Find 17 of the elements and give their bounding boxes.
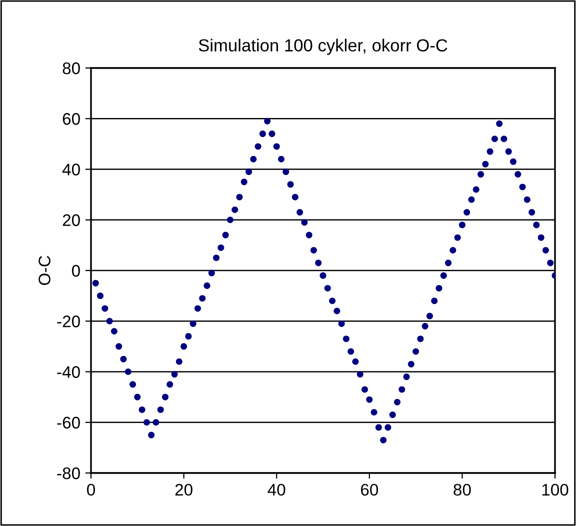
x-tick-label: 40 [268,484,286,496]
x-tick-label: 80 [454,484,471,496]
y-tick-label: 20 [62,214,80,226]
y-tick-label: 40 [62,164,80,176]
y-tick-label: 80 [62,62,80,74]
x-tick-label: 60 [360,484,378,496]
y-tick-label: -40 [57,366,80,378]
x-tick-label: 100 [542,484,568,496]
y-tick-label: -80 [57,467,80,480]
y-tick-label: -20 [57,316,80,328]
x-tick-label: 20 [175,484,192,496]
y-axis-title: O-C [38,256,50,285]
x-tick-label: 0 [87,484,95,496]
y-tick-label: 60 [62,113,80,125]
y-tick-label: -60 [57,416,80,429]
y-tick-label: 0 [72,264,80,277]
chart-title: Simulation 100 cykler, okorr O-C [198,38,448,55]
